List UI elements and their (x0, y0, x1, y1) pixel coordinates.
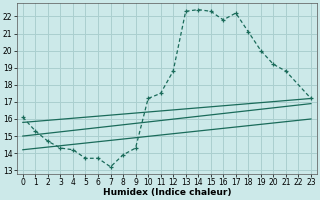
X-axis label: Humidex (Indice chaleur): Humidex (Indice chaleur) (103, 188, 231, 197)
